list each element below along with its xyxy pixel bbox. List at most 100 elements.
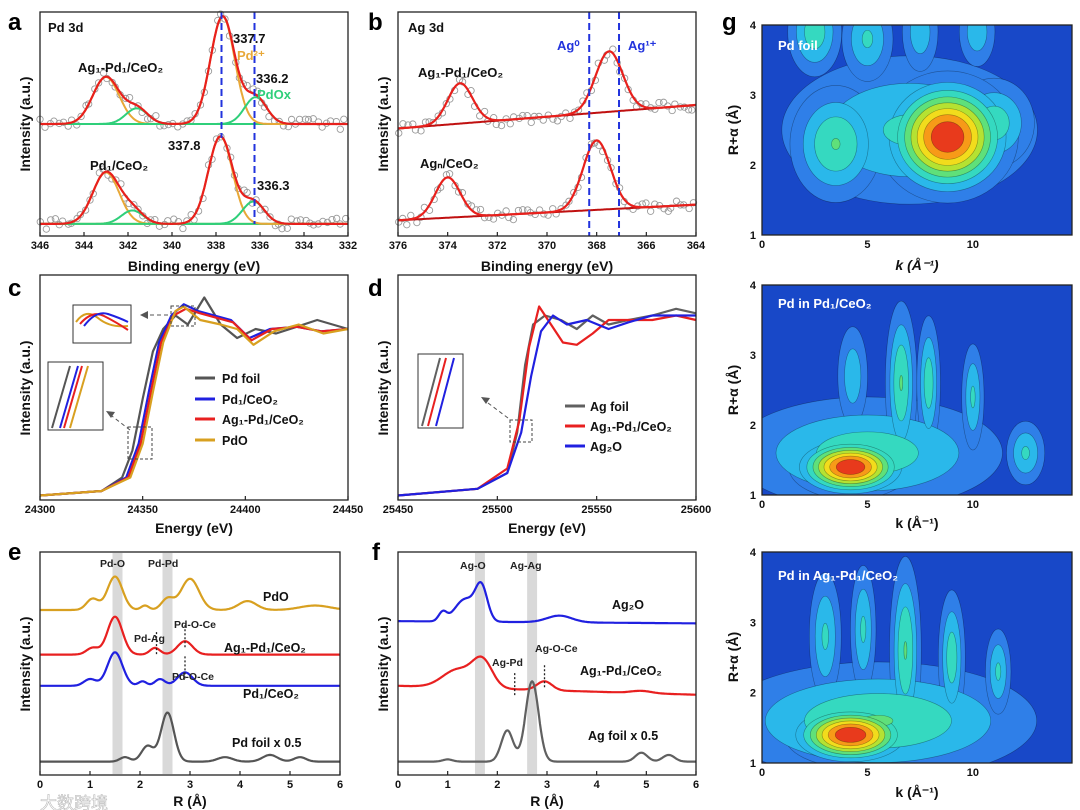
y-tick-label: 4 — [750, 547, 757, 559]
x-axis-label: Binding energy (eV) — [481, 258, 613, 274]
series-label: Ag₁-Pd₁/CeO₂ — [78, 60, 163, 75]
contour-level — [910, 25, 931, 54]
panel-a-title: Pd 3d — [48, 20, 83, 35]
x-tick-label: 336 — [251, 240, 269, 252]
heatmap-g2 — [762, 285, 1072, 495]
data-point — [77, 112, 85, 121]
x-tick-label: 344 — [75, 240, 94, 252]
y-axis-label: Intensity (a.u.) — [17, 77, 33, 172]
peak-label: 337.7 — [233, 31, 266, 46]
bond-band — [162, 553, 173, 774]
plot-frame — [761, 284, 1073, 496]
legend-item: Ag foil — [590, 400, 629, 414]
panel-letter-a: a — [8, 9, 22, 36]
contour-level — [844, 348, 862, 404]
data-point — [509, 215, 518, 224]
panel-letter-f: f — [372, 539, 381, 566]
x-axis-label: k (Å⁻¹) — [895, 257, 939, 273]
data-point — [646, 207, 655, 215]
x-tick-label: 2 — [137, 779, 143, 791]
data-point — [283, 224, 291, 232]
data-point — [76, 211, 85, 219]
bond-label: Ag-O-Ce — [535, 643, 578, 655]
contour-level — [821, 622, 829, 650]
contour-level — [967, 25, 988, 52]
plot-frame — [761, 24, 1073, 236]
series-label: Ag₁-Pd₁/CeO₂ — [418, 65, 503, 80]
x-axis-label: R (Å) — [530, 793, 563, 809]
contour-level — [899, 374, 903, 392]
series-label: Pd₁/CeO₂ — [90, 158, 148, 173]
bond-label: Ag-Ag — [510, 560, 542, 572]
series-label: Ag₁-Pd₁/CeO₂ — [580, 664, 662, 678]
contour-level — [861, 29, 874, 49]
y-axis-label: Intensity (a.u.) — [375, 617, 391, 712]
contour-level — [860, 615, 867, 643]
x-tick-label: 5 — [864, 239, 870, 251]
x-axis-label: Energy (eV) — [155, 520, 233, 536]
x-axis-label: k (Å⁻¹) — [895, 784, 938, 800]
data-point — [591, 139, 599, 147]
x-tick-label: 3 — [544, 779, 550, 791]
x-tick-label: 334 — [295, 240, 314, 252]
x-axis-label: Binding energy (eV) — [128, 258, 260, 274]
bond-band — [474, 553, 485, 774]
x-tick-label: 4 — [594, 779, 601, 791]
heatmap-g3 — [762, 552, 1072, 763]
y-tick-label: 4 — [750, 280, 757, 292]
x-tick-label: 340 — [163, 240, 181, 252]
panel-letter-g: g — [722, 9, 737, 36]
data-point — [688, 106, 696, 114]
data-point — [243, 188, 251, 197]
x-tick-label: 1 — [445, 779, 451, 791]
y-tick-label: 2 — [750, 688, 756, 700]
x-tick-label: 5 — [287, 779, 293, 791]
x-tick-label: 25550 — [581, 504, 612, 516]
x-tick-label: 372 — [488, 240, 506, 252]
series-line — [397, 580, 697, 625]
fit-envelope — [40, 135, 348, 225]
series-label: PdO — [263, 590, 289, 604]
data-point — [249, 85, 257, 93]
panel-letter-b: b — [368, 9, 383, 36]
series-label: Pd foil x 0.5 — [232, 736, 302, 750]
inset-zoom-boxes — [47, 304, 196, 460]
data-point — [143, 115, 152, 123]
y-tick-label: 3 — [750, 350, 756, 362]
series-line — [397, 305, 697, 497]
pdox-label: PdOx — [257, 87, 292, 102]
x-tick-label: 6 — [337, 779, 343, 791]
bond-band — [112, 553, 123, 774]
x-tick-label: 346 — [31, 240, 49, 252]
panel-b-title: Ag 3d — [408, 20, 444, 35]
x-tick-label: 0 — [37, 779, 43, 791]
x-tick-label: 3 — [187, 779, 193, 791]
watermark: 大数跨境 — [40, 794, 108, 810]
contour-level — [970, 385, 976, 409]
data-point — [494, 209, 502, 217]
x-tick-label: 10 — [967, 239, 979, 251]
heatmap-g1 — [762, 25, 1072, 235]
bond-label: Pd-O — [100, 558, 125, 570]
contour-level — [835, 459, 866, 475]
series-line — [39, 615, 341, 656]
data-point — [94, 79, 103, 87]
x-tick-label: 370 — [538, 240, 556, 252]
contour-level — [930, 121, 965, 153]
series-line — [39, 305, 349, 497]
x-tick-label: 25500 — [482, 504, 513, 516]
panel-letter-e: e — [8, 539, 21, 566]
y-axis-label: Intensity (a.u.) — [17, 341, 33, 436]
peak-label: 336.2 — [256, 71, 289, 86]
map-title: Pd foil — [778, 38, 818, 53]
bond-label: Ag-Pd — [492, 657, 523, 669]
y-axis-label: R+α (Å) — [725, 105, 741, 155]
x-tick-label: 24350 — [127, 504, 158, 516]
contour-level — [903, 641, 908, 660]
contour-level — [946, 631, 958, 684]
panel-letter-d: d — [368, 275, 383, 302]
x-tick-label: 24300 — [25, 504, 56, 516]
legend: Ag foil Ag₁-Pd₁/CeO₂ Ag₂O — [565, 400, 672, 454]
data-point — [59, 118, 68, 126]
x-tick-label: 24450 — [333, 504, 364, 516]
